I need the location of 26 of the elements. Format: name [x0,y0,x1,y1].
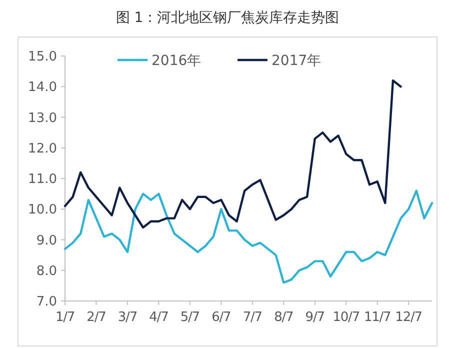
x-tick-label: 10/7 [332,310,360,325]
x-tick-label: 12/7 [395,310,422,325]
x-tick-label: 1/7 [55,310,75,325]
x-tick-label: 3/7 [118,310,138,325]
legend-label: 2017年 [272,52,322,69]
x-tick-label: 6/7 [212,310,232,325]
x-tick-label: 2/7 [86,310,106,325]
y-tick-label: 7.0 [36,294,57,310]
line-series [64,190,434,284]
y-tick-label: 12.0 [28,141,57,156]
y-tick-label: 11.0 [28,172,57,188]
y-tick-label: 13.0 [28,110,57,126]
x-tick-label: 11/7 [364,310,392,325]
line-series [64,79,402,229]
x-tick-label: 8/7 [274,310,294,325]
x-tick-label: 9/7 [305,310,325,325]
y-tick-label: 15.0 [28,50,57,65]
y-tick-label: 14.0 [28,80,57,96]
x-tick-label: 7/7 [242,310,262,325]
x-tick-label: 5/7 [180,310,200,325]
chart-title: 图 1：河北地区钢厂焦炭库存走势图 [116,10,340,26]
y-tick-label: 9.0 [36,233,57,248]
legend-label: 2016年 [152,52,202,69]
x-tick-label: 4/7 [149,310,169,325]
y-tick-label: 8.0 [36,264,57,279]
y-tick-label: 10.0 [28,202,57,218]
